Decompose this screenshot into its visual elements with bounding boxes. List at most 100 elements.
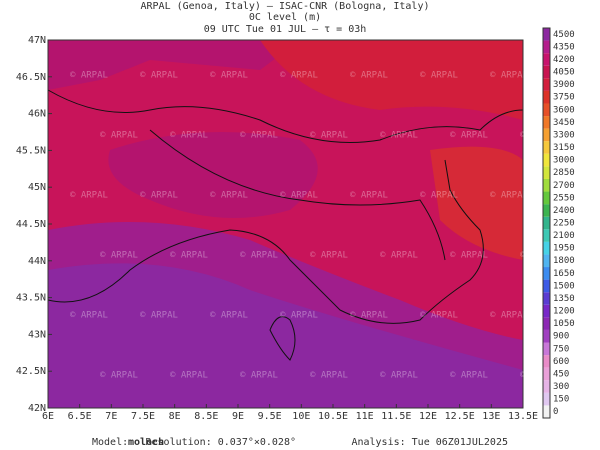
lon-label: 12E <box>419 411 437 422</box>
colorbar-swatch <box>543 267 550 280</box>
colorbar-swatch <box>543 405 550 418</box>
footer-analysis: Analysis: Tue 06Z01JUL2025 <box>351 437 508 448</box>
watermark: © ARPAL <box>450 371 488 381</box>
colorbar-label: 3750 <box>553 93 575 103</box>
watermark: © ARPAL <box>170 131 208 141</box>
colorbar-swatch <box>543 279 550 293</box>
watermark: © ARPAL <box>380 371 418 381</box>
watermark: © ARPAL <box>100 251 138 261</box>
lat-label: 46N <box>28 109 46 120</box>
colorbar-label: 1500 <box>553 281 575 291</box>
lon-label: 11.5E <box>381 411 411 422</box>
watermark: © ARPAL <box>310 131 348 141</box>
lat-label: 42N <box>28 403 46 414</box>
watermark: © ARPAL <box>520 251 558 261</box>
lat-label: 43.5N <box>16 293 46 304</box>
colorbar-label: 2550 <box>553 193 575 203</box>
colorbar-swatch <box>543 116 550 129</box>
lat-label: 45N <box>28 182 46 193</box>
lon-label: 13.5E <box>508 411 538 422</box>
coastlines <box>47 89 524 361</box>
colorbar-swatch <box>543 40 550 54</box>
colorbar-swatch <box>543 191 550 205</box>
colorbar-label: 300 <box>553 382 569 392</box>
colorbar-label: 600 <box>553 357 569 367</box>
lat-label: 46.5N <box>16 72 46 83</box>
lon-label: 9E <box>232 411 244 422</box>
watermark: © ARPAL <box>70 311 108 321</box>
colorbar-label: 3000 <box>553 156 575 166</box>
colorbar-swatch <box>543 367 550 381</box>
colorbar-swatch <box>543 53 550 66</box>
colorbar-label: 1350 <box>553 294 575 304</box>
watermark: © ARPAL <box>170 371 208 381</box>
lat-label: 45.5N <box>16 145 46 156</box>
watermark: © ARPAL <box>100 371 138 381</box>
watermark: © ARPAL <box>450 251 488 261</box>
colorbar-swatch <box>543 78 550 91</box>
watermark: © ARPAL <box>280 311 318 321</box>
watermark: © ARPAL <box>140 311 178 321</box>
watermark: © ARPAL <box>350 71 388 81</box>
colorbar-swatch <box>543 216 550 230</box>
colorbar-swatch <box>543 329 550 343</box>
colorbar-swatch <box>543 28 550 41</box>
lat-label: 44.5N <box>16 219 46 230</box>
watermark: © ARPAL <box>350 311 388 321</box>
watermark: © ARPAL <box>280 191 318 201</box>
colorbar-swatch <box>543 90 550 104</box>
watermark: © ARPAL <box>310 251 348 261</box>
lon-label: 12.5E <box>445 411 475 422</box>
watermark: © ARPAL <box>210 71 248 81</box>
lon-label: 11E <box>356 411 374 422</box>
colorbar-label: 1800 <box>553 256 575 266</box>
lon-label: 8.5E <box>194 411 218 422</box>
watermark: © ARPAL <box>520 131 558 141</box>
colorbar-swatch <box>543 342 550 356</box>
colorbar-label: 1200 <box>553 307 575 317</box>
colorbar-swatch <box>543 241 550 255</box>
watermark: © ARPAL <box>350 191 388 201</box>
lat-label: 44N <box>28 256 46 267</box>
watermark: © ARPAL <box>520 371 558 381</box>
watermark: © ARPAL <box>140 191 178 201</box>
watermark: © ARPAL <box>70 71 108 81</box>
watermark: © ARPAL <box>490 71 528 81</box>
watermark: © ARPAL <box>240 371 278 381</box>
colorbar-label: 4500 <box>553 30 575 40</box>
watermark: © ARPAL <box>70 191 108 201</box>
lon-label: 13E <box>482 411 500 422</box>
colorbar-swatch <box>543 355 550 368</box>
colorbar-swatch <box>543 254 550 268</box>
colorbar-label: 900 <box>553 332 569 342</box>
colorbar-label: 450 <box>553 369 569 379</box>
colorbar-label: 3450 <box>553 118 575 128</box>
watermark: © ARPAL <box>490 191 528 201</box>
footer-label: Model: <box>92 437 128 448</box>
watermark: © ARPAL <box>170 251 208 261</box>
colorbar-label: 1650 <box>553 269 575 279</box>
lon-label: 10E <box>292 411 310 422</box>
header-line: 09 UTC Tue 01 JUL – τ = 03h <box>204 24 367 35</box>
colorbar-label: 1950 <box>553 244 575 254</box>
lon-label: 10.5E <box>318 411 348 422</box>
watermark: © ARPAL <box>490 311 528 321</box>
colorbar-label: 1050 <box>553 319 575 329</box>
lon-label: 6E <box>42 411 54 422</box>
watermark: © ARPAL <box>240 251 278 261</box>
colorbar-swatch <box>543 128 550 142</box>
footer-resolution: Resolution: 0.037°×0.028° <box>145 437 296 448</box>
watermark: © ARPAL <box>420 71 458 81</box>
colorbar-label: 4350 <box>553 42 575 52</box>
colorbar-label: 3300 <box>553 130 575 140</box>
colorbar-swatch <box>543 380 550 393</box>
lon-label: 7E <box>105 411 117 422</box>
colorbar-swatch <box>543 166 550 179</box>
watermark: © ARPAL <box>450 131 488 141</box>
lon-label: 6.5E <box>68 411 92 422</box>
colorbar-label: 2700 <box>553 181 575 191</box>
colorbar-label: 150 <box>553 395 569 405</box>
colorbar-swatch <box>543 392 550 406</box>
header-line: 0C level (m) <box>249 12 321 23</box>
